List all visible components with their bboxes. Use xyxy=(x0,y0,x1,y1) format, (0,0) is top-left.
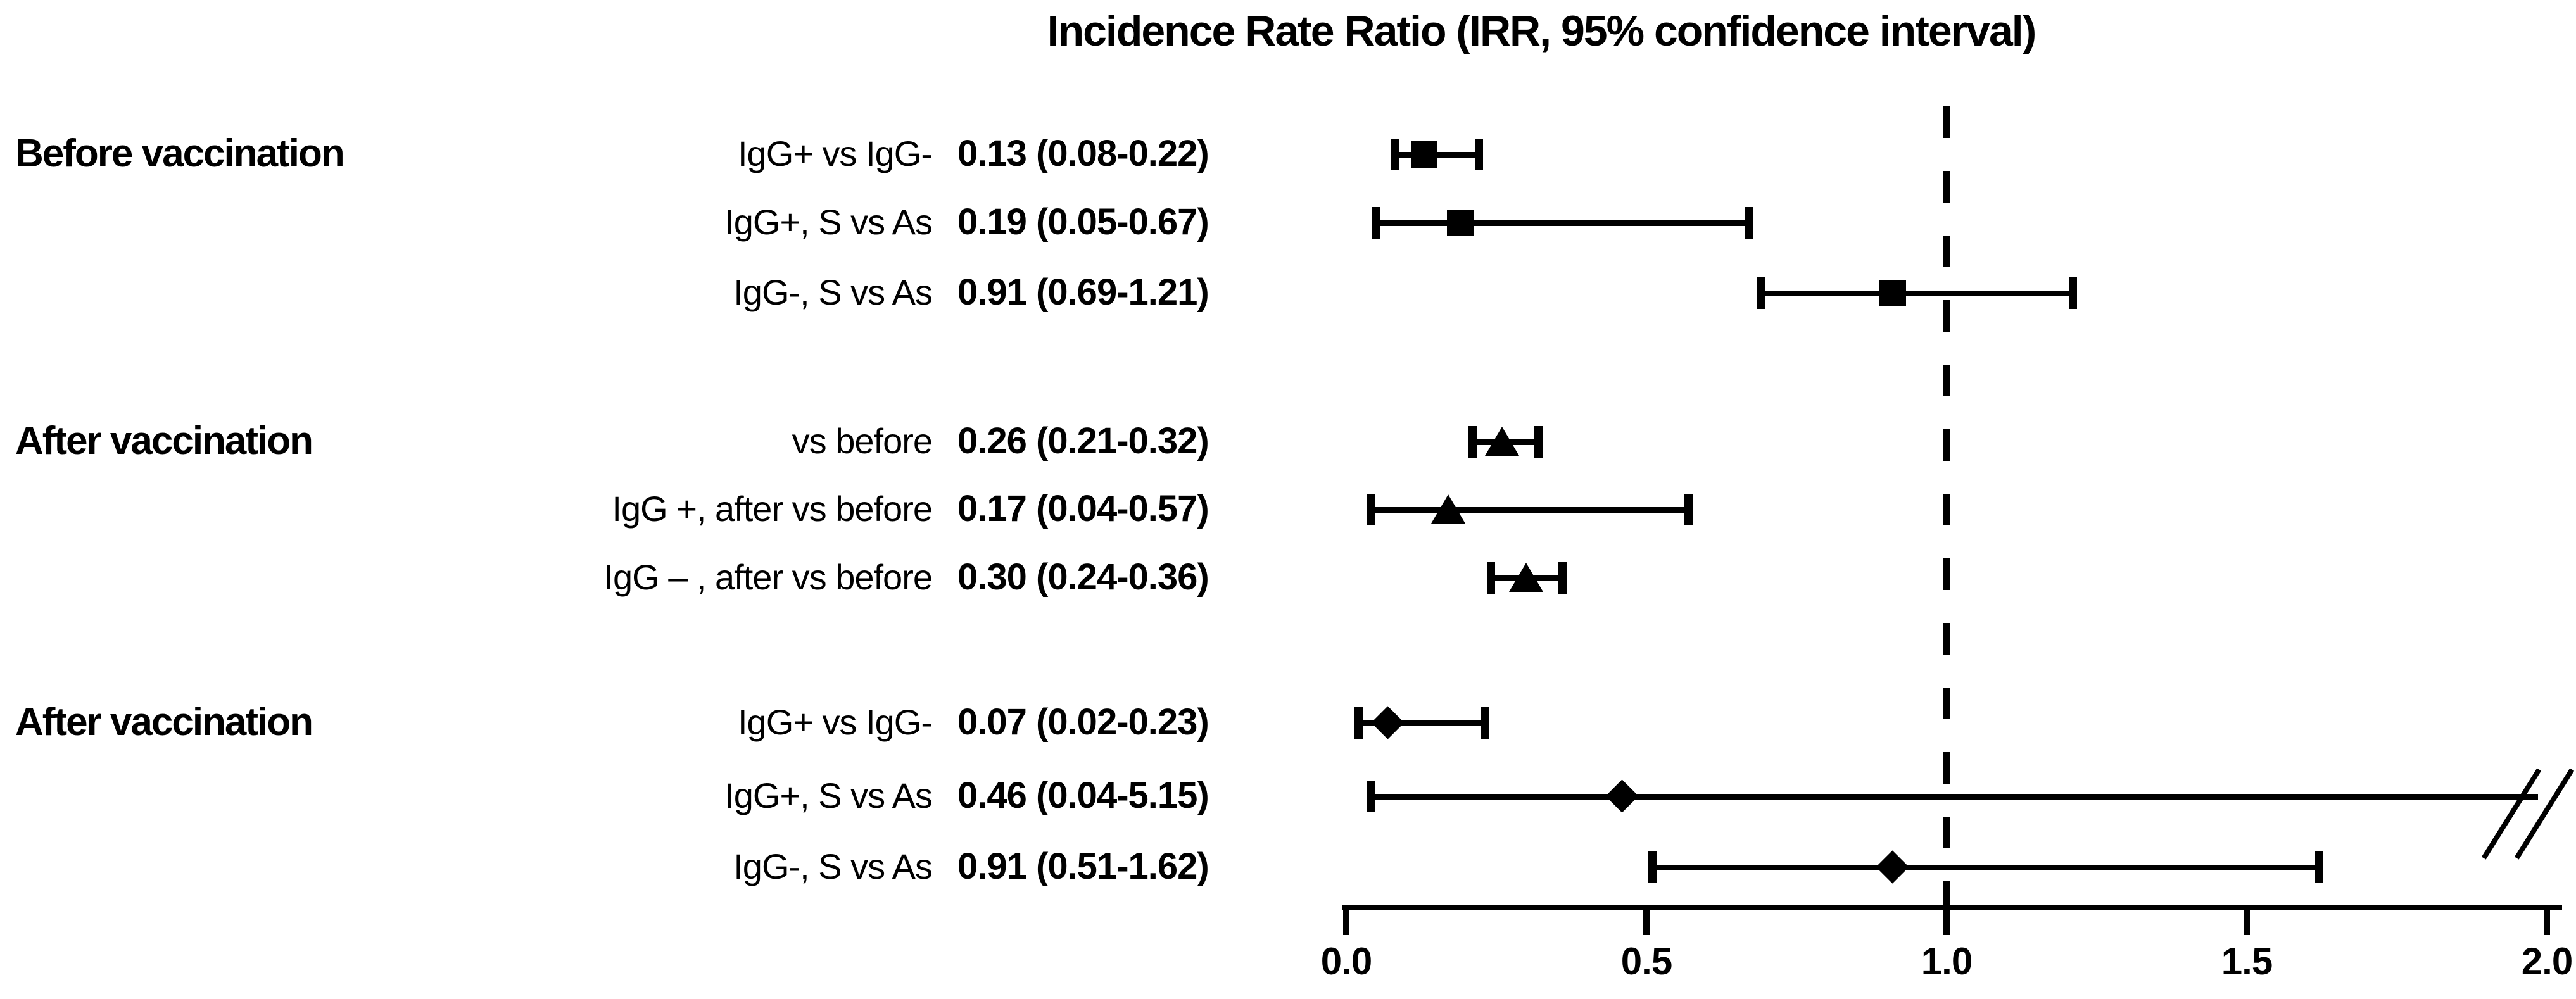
axis-break-slash xyxy=(2514,768,2575,860)
ci-cap-low xyxy=(1366,781,1375,812)
ci-cap-high xyxy=(2069,277,2078,309)
marker-triangle xyxy=(1509,563,1544,592)
value-label: 0.91 (0.51-1.62) xyxy=(957,846,1209,888)
marker-diamond xyxy=(1605,779,1639,813)
ci-line xyxy=(1370,794,2538,800)
row-label: IgG +, after vs before xyxy=(612,489,933,529)
row-label: IgG – , after vs before xyxy=(603,557,933,598)
group-label: After vaccination xyxy=(15,700,313,745)
value-label: 0.13 (0.08-0.22) xyxy=(957,133,1209,175)
ci-cap-high xyxy=(1684,494,1693,525)
ci-cap-low xyxy=(1757,277,1765,309)
x-axis-tick xyxy=(1643,907,1650,935)
marker-diamond xyxy=(1876,850,1909,884)
ci-cap-high xyxy=(1474,139,1483,170)
marker-square xyxy=(1879,280,1906,306)
value-label: 0.07 (0.02-0.23) xyxy=(957,701,1209,743)
ci-cap-low xyxy=(1372,207,1381,239)
x-axis-tick xyxy=(1343,907,1349,935)
row-label: IgG+ vs IgG- xyxy=(738,702,933,743)
ci-line xyxy=(1376,220,1749,226)
ci-cap-high xyxy=(1558,562,1567,594)
x-axis-tick xyxy=(2544,907,2550,935)
value-label: 0.91 (0.69-1.21) xyxy=(957,272,1209,313)
group-label: Before vaccination xyxy=(15,132,345,176)
marker-triangle xyxy=(1485,427,1520,456)
marker-diamond xyxy=(1371,706,1405,739)
ci-cap-high xyxy=(1481,707,1489,739)
value-label: 0.19 (0.05-0.67) xyxy=(957,201,1209,243)
value-label: 0.30 (0.24-0.36) xyxy=(957,556,1209,598)
row-label: IgG-, S vs As xyxy=(733,272,933,313)
x-axis-line xyxy=(1342,905,2562,910)
x-axis-tick xyxy=(2244,907,2250,935)
ci-line xyxy=(1358,720,1485,726)
ci-cap-high xyxy=(1534,426,1543,458)
reference-line-dashed xyxy=(1943,106,1950,907)
x-axis-tick-label: 1.5 xyxy=(2221,940,2273,983)
ci-cap-high xyxy=(2314,851,2323,883)
ci-cap-low xyxy=(1354,707,1363,739)
chart-title: Incidence Rate Ratio (IRR, 95% confidenc… xyxy=(1047,7,2037,55)
x-axis-tick-label: 0.0 xyxy=(1320,940,1372,983)
row-label: IgG-, S vs As xyxy=(733,846,933,887)
ci-cap-low xyxy=(1390,139,1399,170)
axis-break-slash xyxy=(2481,768,2542,860)
x-axis-tick xyxy=(1943,907,1950,935)
ci-line xyxy=(1370,507,1689,513)
marker-square xyxy=(1447,210,1474,236)
value-label: 0.46 (0.04-5.15) xyxy=(957,775,1209,817)
x-axis-tick-label: 0.5 xyxy=(1620,940,1672,983)
ci-cap-low xyxy=(1366,494,1375,525)
group-label: After vaccination xyxy=(15,419,313,463)
row-label: IgG+, S vs As xyxy=(724,202,933,242)
ci-line xyxy=(1652,865,2319,870)
value-label: 0.17 (0.04-0.57) xyxy=(957,488,1209,530)
value-label: 0.26 (0.21-0.32) xyxy=(957,420,1209,462)
row-label: IgG+ vs IgG- xyxy=(738,134,933,174)
x-axis-tick-label: 1.0 xyxy=(1921,940,1973,983)
ci-cap-high xyxy=(1745,207,1753,239)
marker-square xyxy=(1411,141,1438,168)
marker-triangle xyxy=(1431,494,1466,524)
ci-cap-low xyxy=(1648,851,1657,883)
row-label: IgG+, S vs As xyxy=(724,776,933,816)
ci-cap-low xyxy=(1468,426,1477,458)
row-label: vs before xyxy=(792,421,933,462)
x-axis-tick-label: 2.0 xyxy=(2521,940,2573,983)
ci-line xyxy=(1760,291,2073,296)
ci-cap-low xyxy=(1486,562,1495,594)
